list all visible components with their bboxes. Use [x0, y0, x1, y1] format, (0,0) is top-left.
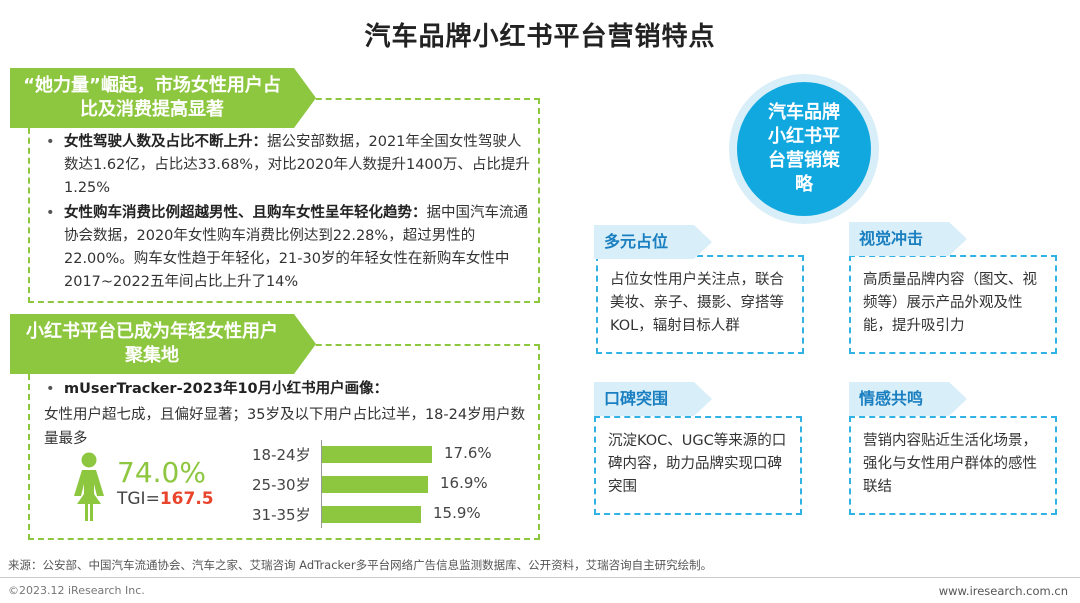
bar-value-label: 17.6% — [444, 444, 492, 462]
female-share-value: 74.0% — [117, 456, 206, 489]
list-item: 女性购车消费比例超越男性、且购车女性呈年轻化趋势：据中国汽车流通协会数据，202… — [40, 202, 530, 294]
strategy-card-multi-placement: 占位女性用户关注点，联合美妆、亲子、摄影、穿搭等KOL，辐射目标人群 — [596, 255, 804, 354]
bar — [322, 476, 428, 493]
tag-multi-placement: 多元占位 — [594, 225, 712, 259]
bar-value-label: 15.9% — [433, 504, 481, 522]
female-user-icon — [74, 452, 104, 521]
female-power-bullets: 女性驾驶人数及占比不断上升：据公安部数据，2021年全国女性驾驶人数达1.62亿… — [40, 131, 530, 296]
footer-divider — [0, 577, 1080, 578]
xiaohongshu-user-panel — [28, 344, 540, 540]
tag-emotional-resonance: 情感共鸣 — [849, 382, 967, 416]
bar-category-label: 18-24岁 — [252, 446, 311, 464]
tgi-value: TGI=167.5 — [117, 489, 214, 509]
bar — [322, 446, 432, 463]
tag-word-of-mouth: 口碑突围 — [594, 382, 712, 416]
bar-axis — [321, 440, 322, 528]
female-power-heading: “她力量”崛起，市场女性用户占比及消费提高显著 — [10, 68, 316, 128]
footer-copyright: ©2023.12 iResearch Inc. — [8, 584, 145, 597]
user-profile-description: 女性用户超七成，且偏好显著；35岁及以下用户占比过半，18-24岁用户数量最多 — [44, 407, 526, 447]
footer-source: 来源：公安部、中国汽车流通协会、汽车之家、艾瑞咨询 AdTracker多平台网络… — [8, 558, 713, 572]
user-profile-text: mUserTracker-2023年10月小红书用户画像： 女性用户超七成，且偏… — [40, 378, 530, 451]
list-item: mUserTracker-2023年10月小红书用户画像： — [40, 378, 530, 401]
strategy-card-visual-impact: 高质量品牌内容（图文、视频等）展示产品外观及性能，提升吸引力 — [849, 255, 1057, 354]
strategy-card-word-of-mouth: 沉淀KOC、UGC等来源的口碑内容，助力品牌实现口碑突围 — [594, 416, 802, 515]
strategy-card-emotional-resonance: 营销内容贴近生活化场景，强化与女性用户群体的感性联结 — [849, 416, 1057, 515]
strategy-circle: 汽车品牌小红书平台营销策略 — [737, 82, 871, 216]
footer-url: www.iresearch.com.cn — [938, 584, 1068, 598]
bar — [322, 506, 421, 523]
xiaohongshu-user-heading: 小红书平台已成为年轻女性用户聚集地 — [10, 314, 316, 374]
list-item: 女性驾驶人数及占比不断上升：据公安部数据，2021年全国女性驾驶人数达1.62亿… — [40, 131, 530, 200]
page-title: 汽车品牌小红书平台营销特点 — [364, 22, 716, 52]
tag-visual-impact: 视觉冲击 — [849, 222, 967, 256]
bar-category-label: 31-35岁 — [252, 506, 311, 524]
bar-category-label: 25-30岁 — [252, 476, 311, 494]
bar-value-label: 16.9% — [440, 474, 488, 492]
